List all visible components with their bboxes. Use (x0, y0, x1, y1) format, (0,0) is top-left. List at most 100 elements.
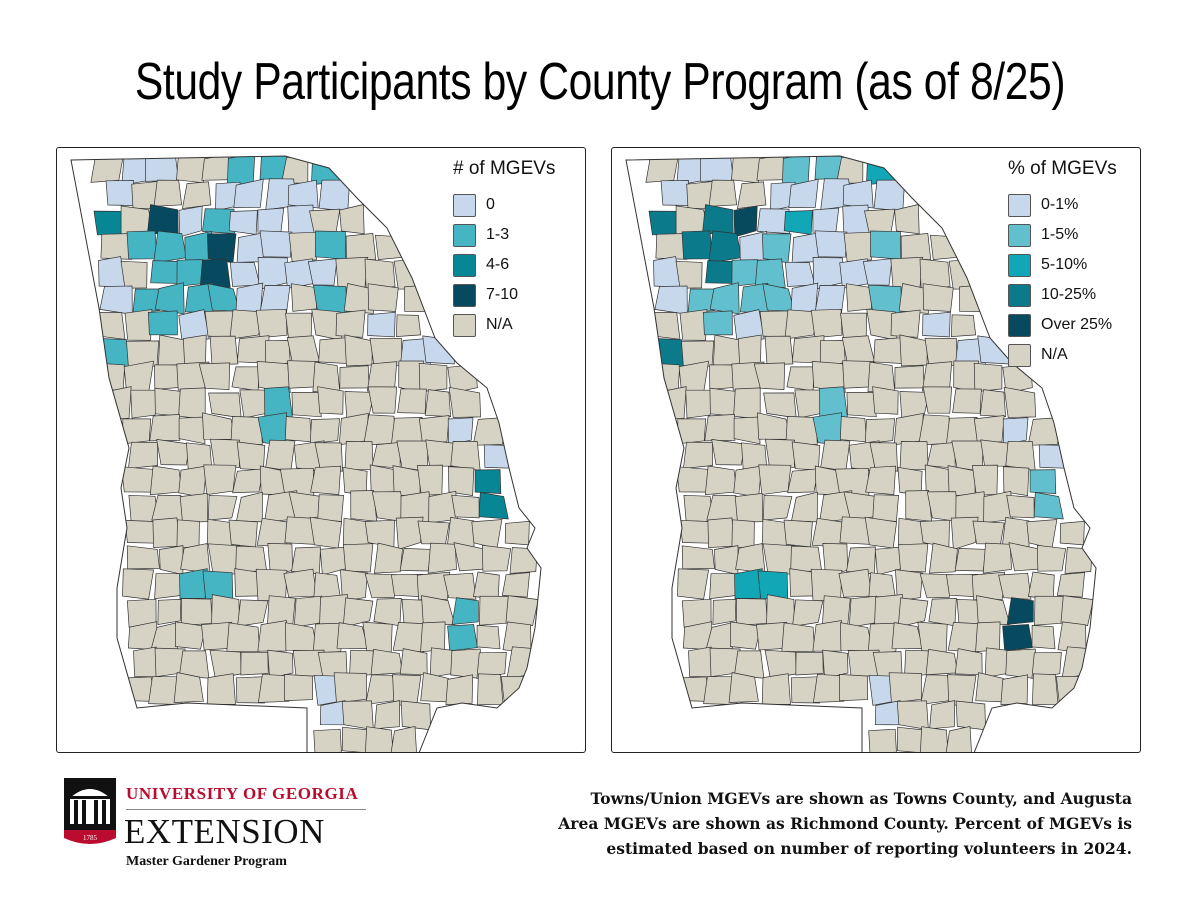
county-shape (790, 676, 821, 704)
county-shape (154, 364, 180, 390)
county-shape (239, 389, 269, 419)
legend-swatch (453, 283, 476, 307)
county-shape (975, 621, 1001, 653)
county-shape (374, 542, 403, 574)
county-shape (364, 573, 398, 599)
county-shape (758, 464, 792, 495)
county-shape (344, 441, 374, 471)
legend-swatch (453, 313, 476, 337)
county-shape (198, 362, 231, 390)
legend-title: % of MGEVs (1008, 158, 1117, 179)
county-shape (675, 260, 703, 289)
county-shape (762, 494, 793, 521)
county-shape (404, 284, 431, 312)
county-shape (504, 520, 530, 546)
county-shape (151, 494, 185, 523)
legend-item: 10-25% (1008, 280, 1117, 310)
county-shape (842, 179, 874, 209)
county-shape (709, 282, 740, 315)
county-shape (811, 361, 846, 394)
county-shape (979, 389, 1006, 417)
county-shape (472, 571, 500, 600)
county-shape (236, 335, 270, 364)
county-shape (763, 392, 797, 419)
county-shape (975, 672, 1006, 703)
county-shape (784, 261, 816, 287)
county-shape (256, 517, 289, 548)
county-shape (126, 545, 160, 570)
county-shape (120, 260, 148, 289)
county-shape (735, 543, 766, 574)
county-shape (895, 569, 923, 602)
county-shape (894, 365, 925, 389)
county-shape (476, 625, 501, 650)
county-shape (229, 261, 261, 287)
county-shape (814, 230, 848, 258)
county-shape (420, 621, 446, 653)
state-outline (625, 155, 1097, 752)
county-shape (1064, 547, 1093, 574)
county-shape (848, 595, 878, 628)
county-shape (840, 622, 874, 652)
county-shape (310, 465, 342, 495)
county-shape (453, 542, 486, 572)
county-shape (448, 386, 481, 418)
county-shape (899, 441, 929, 471)
county-shape (157, 598, 182, 626)
county-shape (783, 210, 813, 235)
legend-item: Over 25% (1008, 310, 1117, 340)
county-shape (1005, 648, 1037, 679)
county-shape (501, 572, 530, 598)
county-shape (762, 233, 792, 264)
county-shape (363, 414, 396, 446)
county-shape (174, 621, 207, 650)
legend-swatch (1008, 193, 1031, 217)
county-shape (181, 181, 212, 210)
county-shape (178, 465, 207, 498)
county-shape (400, 700, 431, 731)
county-shape (1029, 469, 1057, 494)
county-shape (236, 491, 263, 523)
georgia-map-percent (625, 155, 1097, 752)
county-shape (782, 156, 811, 186)
county-shape (374, 700, 401, 730)
county-shape (478, 491, 509, 520)
county-shape (319, 594, 348, 627)
county-shape (417, 464, 443, 496)
county-shape (650, 362, 681, 391)
county-shape (229, 309, 264, 340)
county-shape (681, 545, 715, 570)
county-shape (309, 208, 341, 235)
county-shape (702, 204, 734, 235)
county-shape (862, 258, 893, 286)
county-shape (888, 672, 922, 704)
county-shape (681, 340, 715, 367)
county-shape (1006, 597, 1034, 625)
county-shape (897, 597, 929, 628)
county-shape (257, 207, 285, 233)
legend-swatch (453, 223, 476, 247)
county-shape (709, 364, 735, 390)
county-shape (709, 573, 738, 600)
county-shape (786, 366, 815, 392)
county-shape (1031, 625, 1056, 650)
county-shape (395, 314, 422, 337)
county-shape (714, 545, 739, 576)
county-shape (235, 676, 266, 704)
county-shape (890, 309, 921, 338)
legend-item: 0-1% (1008, 190, 1117, 220)
uga-extension-logo: 1785 UNIVERSITY OF GEORGIA EXTENSION Mas… (64, 778, 374, 878)
legend-item: 5-10% (1008, 250, 1117, 280)
legend-label: 5-10% (1041, 256, 1088, 273)
county-shape (736, 181, 767, 210)
county-shape (122, 568, 155, 600)
county-shape (973, 362, 1003, 393)
county-shape (893, 412, 924, 446)
county-shape (283, 568, 317, 598)
county-shape (375, 234, 406, 260)
county-shape (291, 391, 322, 418)
county-shape (343, 283, 375, 314)
county-shape (1027, 571, 1055, 600)
county-shape (443, 572, 477, 600)
county-shape (293, 595, 323, 628)
